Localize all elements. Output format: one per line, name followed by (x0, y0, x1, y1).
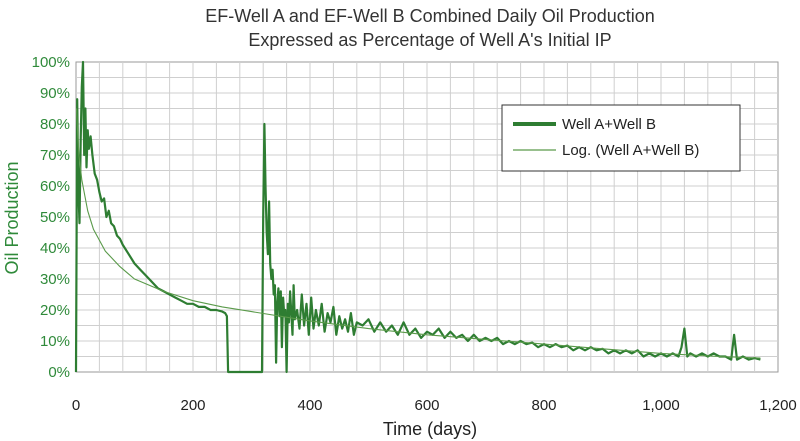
series-line-well-a-b (74, 60, 761, 374)
legend-box (501, 104, 741, 172)
x-tick-label: 400 (297, 397, 322, 414)
legend: Well A+Well B Log. (Well A+Well B) (501, 104, 741, 172)
x-tick-label: 800 (531, 397, 556, 414)
x-axis-label: Time (days) (383, 419, 477, 439)
series-layer (74, 60, 761, 374)
x-tick-label: 0 (72, 397, 80, 414)
x-tick-label: 600 (414, 397, 439, 414)
y-tick-label: 10% (40, 333, 70, 350)
y-tick-label: 0% (48, 364, 70, 381)
chart-title: EF-Well A and EF-Well B Combined Daily O… (205, 6, 655, 26)
grid (76, 62, 778, 372)
y-tick-label: 80% (40, 116, 70, 133)
y-tick-label: 40% (40, 240, 70, 257)
series-line-log-trend (76, 108, 761, 359)
y-tick-label: 60% (40, 178, 70, 195)
y-tick-label: 100% (32, 54, 70, 71)
y-tick-label: 20% (40, 302, 70, 319)
y-axis-label: Oil Production (2, 161, 22, 274)
tick-labels: 0% 10% 20% 30% 40% 50% 60% 70% 80% 90% 100% 0 200 400… (32, 54, 797, 414)
legend-label-log-trend: Log. (Well A+Well B) (562, 142, 699, 159)
x-tick-label: 1,000 (642, 397, 680, 414)
y-tick-label: 70% (40, 147, 70, 164)
x-tick-label: 1,200 (759, 397, 797, 414)
legend-label-well-a-b: Well A+Well B (562, 116, 656, 133)
chart-subtitle: Expressed as Percentage of Well A's Init… (248, 30, 611, 50)
y-tick-label: 30% (40, 271, 70, 288)
x-tick-label: 200 (180, 397, 205, 414)
y-tick-label: 50% (40, 209, 70, 226)
y-tick-label: 90% (40, 85, 70, 102)
